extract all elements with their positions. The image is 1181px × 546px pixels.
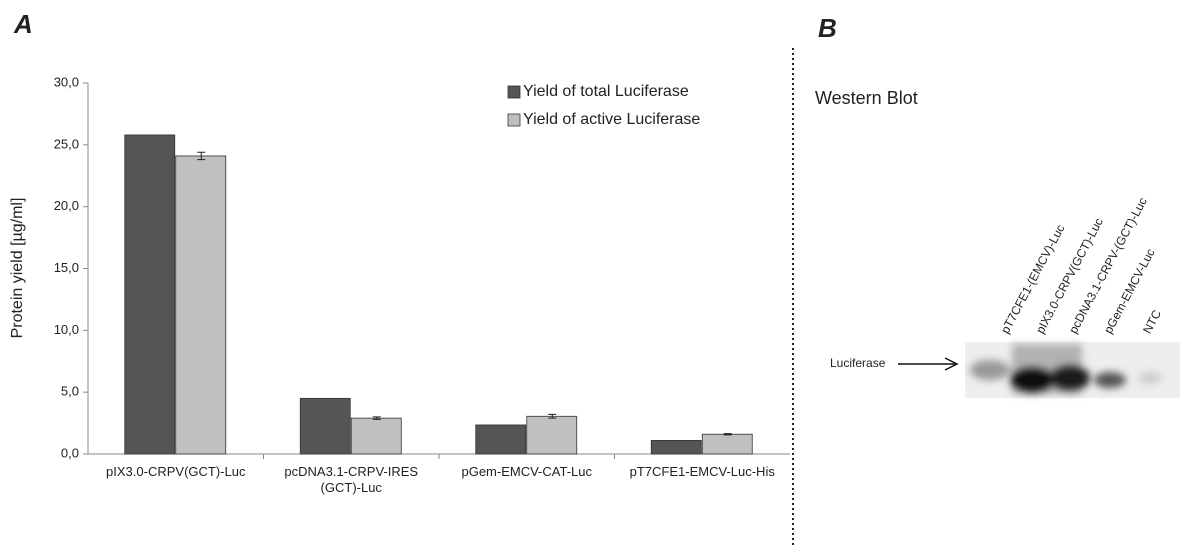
bar — [651, 440, 701, 454]
bar — [702, 434, 752, 454]
legend-swatch — [508, 86, 520, 98]
x-tick-label: pcDNA3.1-CRPV-IRES (GCT)-Luc — [271, 464, 431, 496]
bar — [176, 156, 226, 454]
legend-swatch — [508, 114, 520, 126]
y-tick-label: 10,0 — [54, 322, 79, 337]
x-tick-label: pT7CFE1-EMCV-Luc-His — [622, 464, 782, 480]
panel-label: A — [13, 9, 33, 39]
y-axis-title: Protein yield [µg/ml] — [9, 198, 26, 339]
y-tick-label: 0,0 — [61, 445, 79, 460]
lane-label: NTC — [1140, 307, 1164, 336]
x-tick-label: pGem-EMCV-CAT-Luc — [447, 464, 607, 480]
x-tick-label: pIX3.0-CRPV(GCT)-Luc — [96, 464, 256, 480]
figure: A B Protein yield [µg/ml] Western Blot L… — [0, 0, 1181, 546]
bar — [476, 425, 526, 454]
y-tick-label: 15,0 — [54, 260, 79, 275]
legend-label: Yield of active Luciferase — [523, 111, 700, 128]
bar — [125, 135, 175, 454]
y-tick-label: 20,0 — [54, 198, 79, 213]
blot-title: Western Blot — [815, 88, 918, 108]
y-tick-label: 5,0 — [61, 384, 79, 399]
lane-label: pT7CFE1-(EMCV)-Luc — [998, 222, 1067, 336]
panel-label: B — [818, 13, 837, 43]
band-label: Luciferase — [830, 356, 886, 370]
blot-image — [965, 342, 1180, 398]
legend-label: Yield of total Luciferase — [523, 83, 689, 100]
bar — [300, 398, 350, 454]
y-tick-label: 25,0 — [54, 136, 79, 151]
y-tick-label: 30,0 — [54, 74, 79, 89]
bar — [351, 418, 401, 454]
bar — [527, 416, 577, 454]
